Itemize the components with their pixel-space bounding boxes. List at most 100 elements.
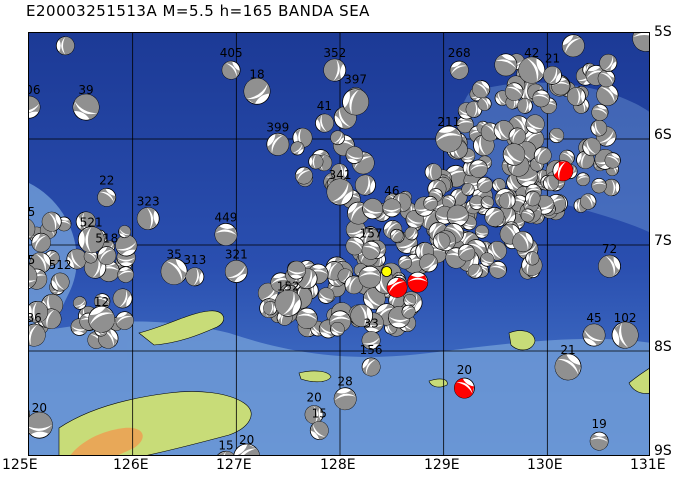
focal-mechanism xyxy=(498,192,516,210)
main-focal-mechanism xyxy=(407,271,429,293)
focal-mechanism xyxy=(358,265,382,289)
focal-mechanism xyxy=(469,159,488,178)
focal-mechanism xyxy=(597,69,616,88)
depth-label: 606 xyxy=(29,83,40,97)
focal-mechanism xyxy=(31,232,51,253)
epicenter-marker xyxy=(381,266,393,277)
focal-mechanism xyxy=(323,58,347,82)
focal-mechanism xyxy=(449,60,469,80)
focal-mechanism xyxy=(304,405,324,425)
longitude-label: 130E xyxy=(527,457,563,473)
focal-mechanism xyxy=(533,146,552,165)
focal-mechanism xyxy=(591,103,609,121)
depth-label: 156 xyxy=(360,343,383,357)
depth-label: 45 xyxy=(586,311,601,325)
focal-mechanism xyxy=(29,301,49,323)
focal-mechanism xyxy=(576,172,590,187)
focal-mechanism xyxy=(507,154,530,177)
focal-mechanism xyxy=(345,146,364,164)
focal-mechanism xyxy=(330,130,345,146)
focal-mechanism xyxy=(355,174,376,196)
main-event-mechanisms: 20 xyxy=(386,160,574,399)
latitude-label: 5S xyxy=(654,24,672,40)
depth-label: 15 xyxy=(218,438,233,452)
focal-mechanism xyxy=(467,263,483,279)
babar-island xyxy=(508,330,536,351)
focal-mechanism xyxy=(435,125,463,153)
focal-mechanism xyxy=(404,226,419,241)
focal-mechanism xyxy=(525,251,540,266)
depth-label: 41 xyxy=(317,99,332,113)
focal-mechanism xyxy=(73,296,87,310)
longitude-label: 126E xyxy=(113,457,149,473)
focal-mechanism xyxy=(548,127,565,144)
epicenter-dot xyxy=(381,266,393,277)
focal-mechanism xyxy=(389,228,404,243)
focal-mechanism xyxy=(97,187,117,207)
focal-mechanism xyxy=(296,307,318,329)
focal-mechanism xyxy=(333,387,357,411)
depth-label: 405 xyxy=(220,46,243,60)
focal-mechanism xyxy=(589,431,609,451)
map-title: E20003251513A M=5.5 h=165 BANDA SEA xyxy=(26,2,370,20)
focal-mechanism xyxy=(484,207,505,227)
depth-label: 341 xyxy=(329,168,352,182)
focal-mechanism xyxy=(432,232,451,250)
focal-mechanism xyxy=(543,175,559,192)
small-island-1 xyxy=(298,370,332,383)
focal-mechanism xyxy=(472,80,491,99)
depth-label: 22 xyxy=(99,173,114,187)
focal-mechanism xyxy=(362,198,384,220)
depth-label: 28 xyxy=(338,375,353,389)
focal-mechanism xyxy=(266,132,290,156)
main-focal-mechanism xyxy=(386,276,408,298)
focal-mechanism xyxy=(388,306,411,329)
depth-label: 313 xyxy=(183,253,206,267)
depth-label: 375 xyxy=(29,253,35,267)
latitude-label: 6S xyxy=(654,127,672,143)
depth-label: 18 xyxy=(249,67,264,81)
focal-mechanism xyxy=(115,311,134,330)
focal-mechanism xyxy=(520,208,535,223)
focal-mechanism xyxy=(97,246,117,266)
focal-mechanism xyxy=(590,119,608,137)
depth-label: 449 xyxy=(215,210,238,224)
longitude-label: 129E xyxy=(424,457,460,473)
focal-mechanism xyxy=(582,137,601,157)
longitude-label: 131E xyxy=(630,457,666,473)
focal-mechanism xyxy=(598,254,621,278)
focal-mechanism xyxy=(350,304,374,327)
depth-label: 152 xyxy=(277,279,300,293)
wetar-island xyxy=(138,310,224,346)
focal-mechanism xyxy=(117,266,134,283)
focal-mechanism xyxy=(480,195,494,209)
depth-label: 555 xyxy=(29,205,35,219)
map-canvas: 9999694053521839726842216063941399211223… xyxy=(29,33,649,455)
focal-mechanism xyxy=(457,243,476,262)
depth-label: 211 xyxy=(437,115,460,129)
focal-mechanism xyxy=(567,87,586,106)
focal-mechanism xyxy=(419,253,438,273)
focal-mechanism xyxy=(469,195,484,210)
focal-mechanism xyxy=(118,225,132,239)
focal-mechanism xyxy=(72,93,100,121)
latitude-label: 9S xyxy=(654,443,672,459)
focal-mechanism xyxy=(274,289,302,317)
main-focal-mechanism xyxy=(552,160,574,182)
focal-mechanism xyxy=(532,89,551,108)
focal-mechanism xyxy=(294,166,313,185)
focal-mechanism xyxy=(632,33,649,52)
focal-mechanism xyxy=(221,60,241,80)
focal-mechanism xyxy=(115,234,138,257)
depth-label: 42 xyxy=(524,46,539,60)
focal-mechanism xyxy=(29,411,53,439)
depth-label: 323 xyxy=(137,195,160,209)
depth-label: 35 xyxy=(166,248,181,262)
tanimbar-island xyxy=(628,368,649,394)
focal-mechanism xyxy=(287,260,306,280)
focal-mechanism xyxy=(599,53,618,72)
depth-label: 39 xyxy=(78,83,93,97)
depth-label: 33 xyxy=(363,316,378,330)
focal-mechanism xyxy=(243,77,271,105)
focal-mechanism xyxy=(446,204,469,227)
